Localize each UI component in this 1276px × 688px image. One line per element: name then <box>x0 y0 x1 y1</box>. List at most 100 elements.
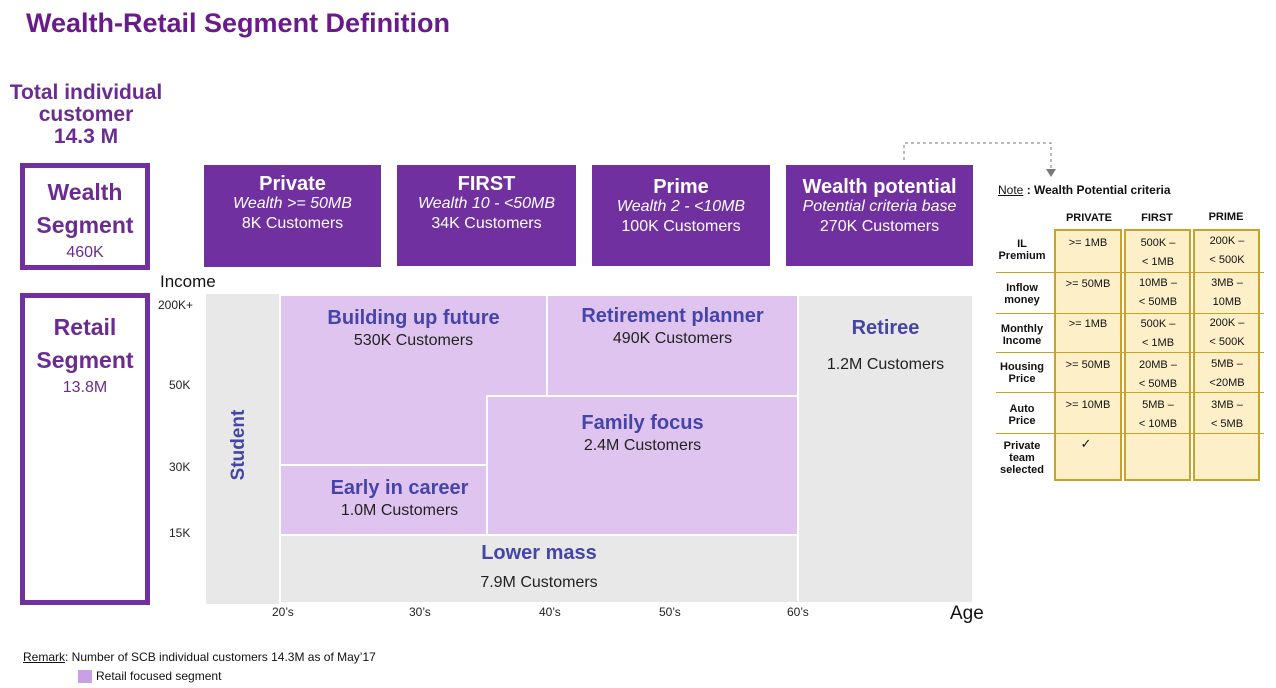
tier-wealth-potential: Wealth potential Potential criteria base… <box>786 165 973 266</box>
tier-prime-customers: 100K Customers <box>621 218 741 235</box>
cell-value: >= 10MB <box>1065 399 1111 411</box>
cell-value: 3MB – <box>1211 277 1243 289</box>
row-label-private-team-selected: Private team selected <box>997 440 1047 476</box>
note-text: : Wealth Potential criteria <box>1023 183 1171 197</box>
total-customers: Total individual customer 14.3 M <box>0 82 172 148</box>
cell-value: < 500K <box>1209 336 1245 348</box>
retail-segment-line1: Retail <box>53 314 117 340</box>
cell-retirement-name: Retirement planner <box>581 305 764 327</box>
col-head-prime: PRIME <box>1208 211 1244 223</box>
wealth-segment-count: 460K <box>66 244 104 261</box>
row-label-line: Inflow <box>1006 282 1038 294</box>
retail-segment-line2: Segment <box>36 347 134 373</box>
tier-private-name: Private <box>259 173 326 195</box>
legend-text: Retail focused segment <box>96 669 222 683</box>
cell-retiree-customers: 1.2M Customers <box>826 356 945 373</box>
cell-student: Student <box>216 400 262 490</box>
row-label-auto-price: Auto Price <box>997 403 1047 427</box>
cell-value: 500K – <box>1140 318 1176 330</box>
total-label-line2: customer <box>38 103 134 126</box>
cell-prime: 3MB – 10MB <box>1195 274 1259 312</box>
cell-value: >= 50MB <box>1065 359 1111 371</box>
cell-early-customers: 1.0M Customers <box>340 502 459 519</box>
cell-value: < 10MB <box>1138 418 1178 430</box>
remark-text: : Number of SCB individual customers 14.… <box>65 650 376 664</box>
tier-private-customers: 8K Customers <box>241 215 344 232</box>
cell-value: < 5MB <box>1210 418 1244 430</box>
row-divider <box>996 352 1264 353</box>
y-tick: 200K+ <box>158 298 194 312</box>
row-label-line: Housing <box>1000 361 1044 373</box>
row-label-line: team <box>1009 452 1035 464</box>
row-label-inflow-money: Inflow money <box>997 282 1047 306</box>
wealth-segment-box: Wealth Segment 460K <box>20 163 150 270</box>
cell-family-focus: Family focus 2.4M Customers <box>486 395 799 536</box>
row-divider <box>996 433 1264 434</box>
x-tick: 60’s <box>787 605 809 619</box>
check-icon: ✓ <box>1054 434 1118 453</box>
row-label-il-premium: IL Premium <box>997 238 1047 262</box>
tier-first-name: FIRST <box>457 173 516 195</box>
criteria-col-first <box>1124 229 1191 481</box>
cell-early-name: Early in career <box>330 477 469 499</box>
cell-prime: 200K – < 500K <box>1195 314 1259 352</box>
note-prefix: Note <box>998 183 1024 197</box>
cell-value: 500K – <box>1140 237 1176 249</box>
cell-prime: 3MB – < 5MB <box>1195 396 1259 434</box>
cell-private: >= 50MB <box>1056 275 1120 294</box>
cell-student-name: Student <box>228 409 249 481</box>
criteria-note: Note : Wealth Potential criteria <box>998 183 1171 197</box>
cell-private: >= 10MB <box>1056 396 1120 415</box>
y-tick: 30K <box>169 460 191 474</box>
criteria-col-private <box>1054 229 1122 481</box>
criteria-col-prime <box>1193 229 1260 481</box>
cell-value: >= 1MB <box>1068 318 1108 330</box>
tier-potential-name: Wealth potential <box>802 176 957 198</box>
wealth-segment-line2: Segment <box>36 212 134 238</box>
row-label-line: IL <box>1017 238 1027 250</box>
cell-value: < 50MB <box>1138 378 1178 390</box>
row-label-monthly-income: Monthly Income <box>997 323 1047 347</box>
tier-first-criteria: Wealth 10 - <50MB <box>417 195 556 212</box>
cell-lower-mass: Lower mass 7.9M Customers <box>279 534 799 604</box>
row-divider <box>996 272 1264 273</box>
row-label-line: selected <box>999 464 1045 476</box>
cell-value: < 1MB <box>1141 337 1175 349</box>
tier-potential-customers: 270K Customers <box>819 218 940 235</box>
y-axis-label: Income <box>160 272 216 291</box>
remark: Remark: Number of SCB individual custome… <box>23 650 376 664</box>
cell-first: 500K – < 1MB <box>1126 234 1190 272</box>
tier-first: FIRST Wealth 10 - <50MB 34K Customers <box>397 165 576 266</box>
cell-value: ✓ <box>1080 436 1092 451</box>
retail-segment-box: Retail Segment 13.8M <box>20 293 150 605</box>
tier-prime-criteria: Wealth 2 - <10MB <box>616 198 746 215</box>
wealth-segment-line1: Wealth <box>47 179 123 205</box>
col-head-first: FIRST <box>1141 212 1173 224</box>
page-title: Wealth-Retail Segment Definition <box>26 8 451 38</box>
x-tick: 30’s <box>409 605 431 619</box>
row-divider <box>996 313 1264 314</box>
row-label-line: Monthly <box>1000 323 1044 335</box>
row-label-line: money <box>1004 294 1040 306</box>
retail-segment-count: 13.8M <box>62 379 108 396</box>
cell-building-up-future: Building up future 530K Customers <box>279 294 548 466</box>
row-label-line: Income <box>1002 335 1042 347</box>
cell-building-name: Building up future <box>327 307 500 329</box>
col-head-private: PRIVATE <box>1065 212 1113 224</box>
cell-private: >= 1MB <box>1056 234 1120 253</box>
row-label-line: Auto <box>1009 403 1035 415</box>
cell-first: 10MB – < 50MB <box>1126 274 1190 312</box>
tier-private-criteria: Wealth >= 50MB <box>233 195 352 212</box>
cell-first: 20MB – < 50MB <box>1126 356 1190 394</box>
row-label-housing-price: Housing Price <box>997 361 1047 385</box>
cell-first: 500K – < 1MB <box>1126 315 1190 353</box>
row-label-line: Price <box>1008 373 1036 385</box>
cell-prime: 5MB – <20MB <box>1195 355 1259 393</box>
cell-family-name: Family focus <box>581 412 704 434</box>
x-tick: 20’s <box>272 605 294 619</box>
cell-value: < 1MB <box>1141 256 1175 268</box>
cell-value: 5MB – <box>1142 399 1174 411</box>
cell-value: 200K – <box>1209 317 1245 329</box>
cell-retirement-customers: 490K Customers <box>612 330 733 347</box>
cell-private: >= 1MB <box>1056 315 1120 334</box>
